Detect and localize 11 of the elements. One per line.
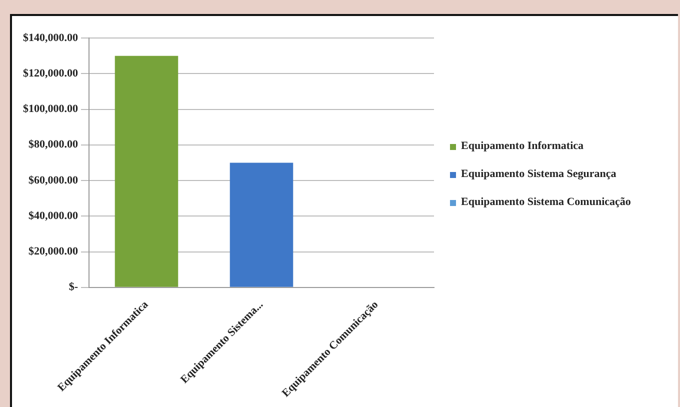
- y-tick-label: $80,000.00: [28, 138, 78, 151]
- y-tick-label: $100,000.00: [23, 103, 78, 116]
- y-tick-label: $40,000.00: [28, 210, 78, 222]
- legend-label: Equipamento Sistema Segurança: [461, 168, 616, 180]
- y-tick-label: $140,000.00: [23, 32, 78, 44]
- legend-label: Equipamento Informatica: [461, 140, 584, 152]
- y-tick-label: $-: [68, 281, 78, 294]
- y-tick-label: $60,000.00: [28, 174, 78, 186]
- y-tick-label: $20,000.00: [28, 246, 78, 258]
- y-tick-label: $120,000.00: [23, 67, 78, 80]
- legend-label: Equipamento Sistema Comunicação: [461, 196, 631, 208]
